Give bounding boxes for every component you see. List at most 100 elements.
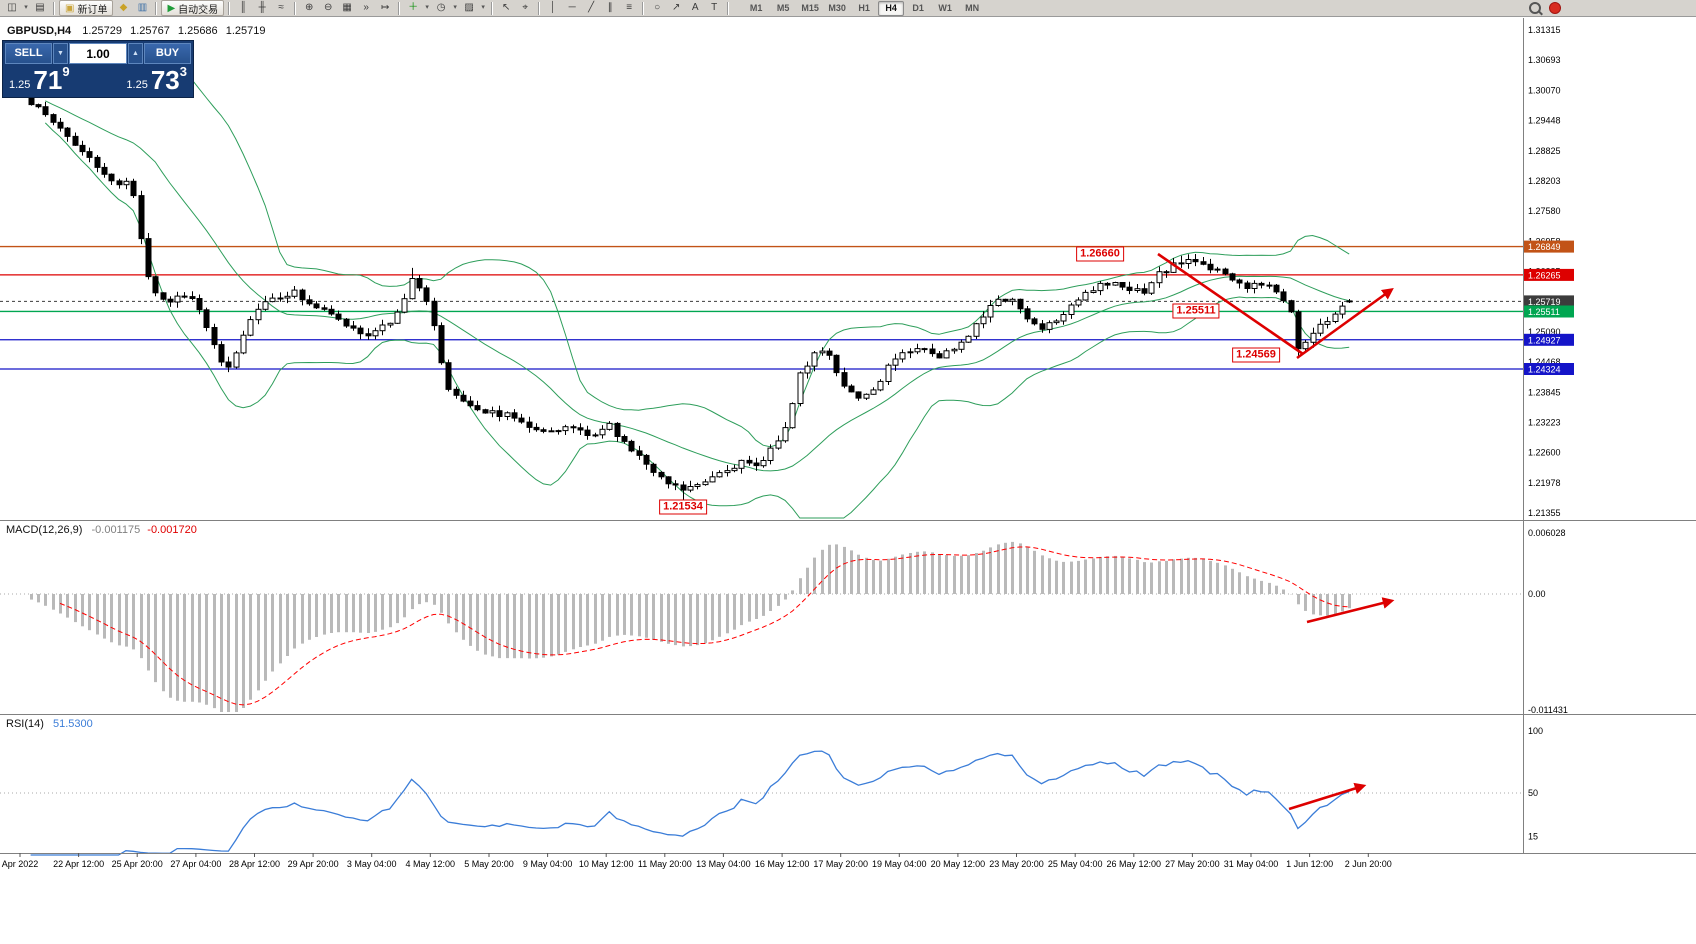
timeframe-m1[interactable]: M1 <box>749 2 763 13</box>
price-annotation[interactable]: 1.26660 <box>1076 246 1124 262</box>
sell-button[interactable]: SELL <box>5 43 52 64</box>
price-annotation[interactable]: 1.25511 <box>1172 303 1220 319</box>
candle <box>899 352 906 360</box>
templates-icon[interactable]: ▨ <box>464 2 474 13</box>
line-chart-type-icon[interactable]: ≈ <box>278 2 284 13</box>
zoom-in-icon[interactable]: ⊕ <box>304 2 314 13</box>
candle <box>614 422 621 437</box>
candle <box>724 470 731 474</box>
candle <box>123 180 130 186</box>
candle <box>658 471 665 478</box>
trend-arrow[interactable] <box>1288 782 1367 811</box>
price-tick-label: 1.28203 <box>1528 176 1561 186</box>
candle <box>42 106 49 116</box>
buy-button[interactable]: BUY <box>144 43 191 64</box>
timeframe-h4[interactable]: H4 <box>878 0 905 16</box>
trendline-icon[interactable]: ╱ <box>588 2 595 13</box>
cursor-icon[interactable]: ↖ <box>501 2 511 13</box>
timeframe-m5[interactable]: M5 <box>776 2 790 13</box>
price-annotation[interactable]: 1.24569 <box>1232 347 1280 363</box>
indicators-dropdown[interactable]: ▾ <box>425 4 429 11</box>
auto-scroll-icon[interactable]: » <box>363 2 369 13</box>
timeframe-m30[interactable]: M30 <box>828 2 846 13</box>
candle <box>833 354 840 374</box>
candle <box>921 348 928 351</box>
periods-dropdown[interactable]: ▾ <box>453 4 457 11</box>
indicators-icon[interactable]: ＋ <box>408 2 419 13</box>
search-icon[interactable] <box>1529 2 1541 14</box>
bar-chart-type-icon[interactable]: ║ <box>239 2 247 13</box>
chart-shift-icon[interactable]: ↦ <box>380 2 390 13</box>
candle <box>980 316 987 325</box>
macd-tick-label: -0.011431 <box>1528 705 1568 715</box>
candle <box>1222 268 1229 275</box>
periods-icon[interactable]: ◷ <box>436 2 446 13</box>
arrows-icon[interactable]: ↗ <box>671 2 681 13</box>
candle <box>548 430 555 433</box>
new-order-button[interactable]: ▣ 新订单 <box>59 0 114 16</box>
mql-wizard-icon[interactable]: ◆ <box>119 2 128 13</box>
candlestick-chart-type-icon[interactable]: ╫ <box>258 2 266 13</box>
candle <box>335 313 342 320</box>
timeframe-m15[interactable]: M15 <box>801 2 819 13</box>
candle <box>1178 262 1185 265</box>
shapes-icon[interactable]: ○ <box>654 2 661 13</box>
price-annotation[interactable]: 1.21534 <box>659 499 707 515</box>
volume-increase-button[interactable]: ▲ <box>128 43 143 64</box>
new-chart-dropdown[interactable]: ▾ <box>24 4 28 11</box>
text-label-icon[interactable]: T <box>711 2 718 13</box>
candle <box>877 380 884 391</box>
new-chart-icon[interactable]: ◫ <box>7 2 17 13</box>
price-tick-label: 1.30070 <box>1528 85 1561 95</box>
candle <box>431 300 438 327</box>
price-tag <box>1524 268 1574 281</box>
price-tick-label: 1.27580 <box>1528 206 1561 216</box>
candle <box>973 323 980 337</box>
volume-input[interactable] <box>69 43 127 64</box>
profiles-icon[interactable]: ▤ <box>35 2 45 13</box>
candle <box>863 393 870 399</box>
fibonacci-icon[interactable]: ≡ <box>626 2 633 13</box>
candle <box>943 350 950 359</box>
candle <box>1229 273 1236 281</box>
price-tag-label: 1.24324 <box>1528 365 1561 375</box>
new-order-icon: ▣ <box>65 2 75 14</box>
candle <box>1266 284 1273 287</box>
alert-badge[interactable] <box>1549 2 1561 14</box>
data-window-icon[interactable]: ▥ <box>137 2 148 13</box>
buy-price[interactable]: 1.25 73 3 <box>126 65 187 93</box>
candle <box>1324 321 1331 325</box>
timeframe-mn[interactable]: MN <box>965 2 980 13</box>
zoom-out-icon[interactable]: ⊖ <box>323 2 333 13</box>
text-icon[interactable]: A <box>691 2 699 13</box>
autotrade-button[interactable]: ▶ 自动交易 <box>161 0 225 16</box>
tile-windows-icon[interactable]: ▦ <box>342 2 352 13</box>
templates-dropdown[interactable]: ▾ <box>481 4 485 11</box>
candle <box>313 303 320 309</box>
candle <box>1148 282 1155 294</box>
candle <box>1039 323 1046 330</box>
candle <box>1295 311 1302 350</box>
candle <box>1288 300 1295 313</box>
time-tick-label: 11 May 20:00 <box>638 859 692 869</box>
trend-arrow[interactable] <box>1306 597 1395 624</box>
candle <box>511 412 518 419</box>
timeframe-w1[interactable]: W1 <box>938 2 952 13</box>
timeframe-d1[interactable]: D1 <box>912 2 924 13</box>
horizontal-line-icon[interactable]: ─ <box>568 2 576 13</box>
equidistant-channel-icon[interactable]: ∥ <box>607 2 613 13</box>
rsi-indicator <box>0 750 1523 856</box>
candle <box>570 426 577 429</box>
volume-decrease-button[interactable]: ▼ <box>53 43 68 64</box>
candle <box>1273 284 1280 293</box>
time-tick-label: 28 Apr 12:00 <box>229 859 280 869</box>
sell-price[interactable]: 1.25 71 9 <box>9 65 70 93</box>
candle <box>1192 259 1199 263</box>
timeframe-h1[interactable]: H1 <box>858 2 870 13</box>
horizontal-levels[interactable] <box>0 245 1523 370</box>
vertical-line-icon[interactable]: │ <box>550 2 557 13</box>
crosshair-icon[interactable]: ⌖ <box>522 2 528 13</box>
candle <box>152 276 159 294</box>
trend-arrow[interactable] <box>1157 252 1304 356</box>
trend-arrow[interactable] <box>1296 287 1394 360</box>
